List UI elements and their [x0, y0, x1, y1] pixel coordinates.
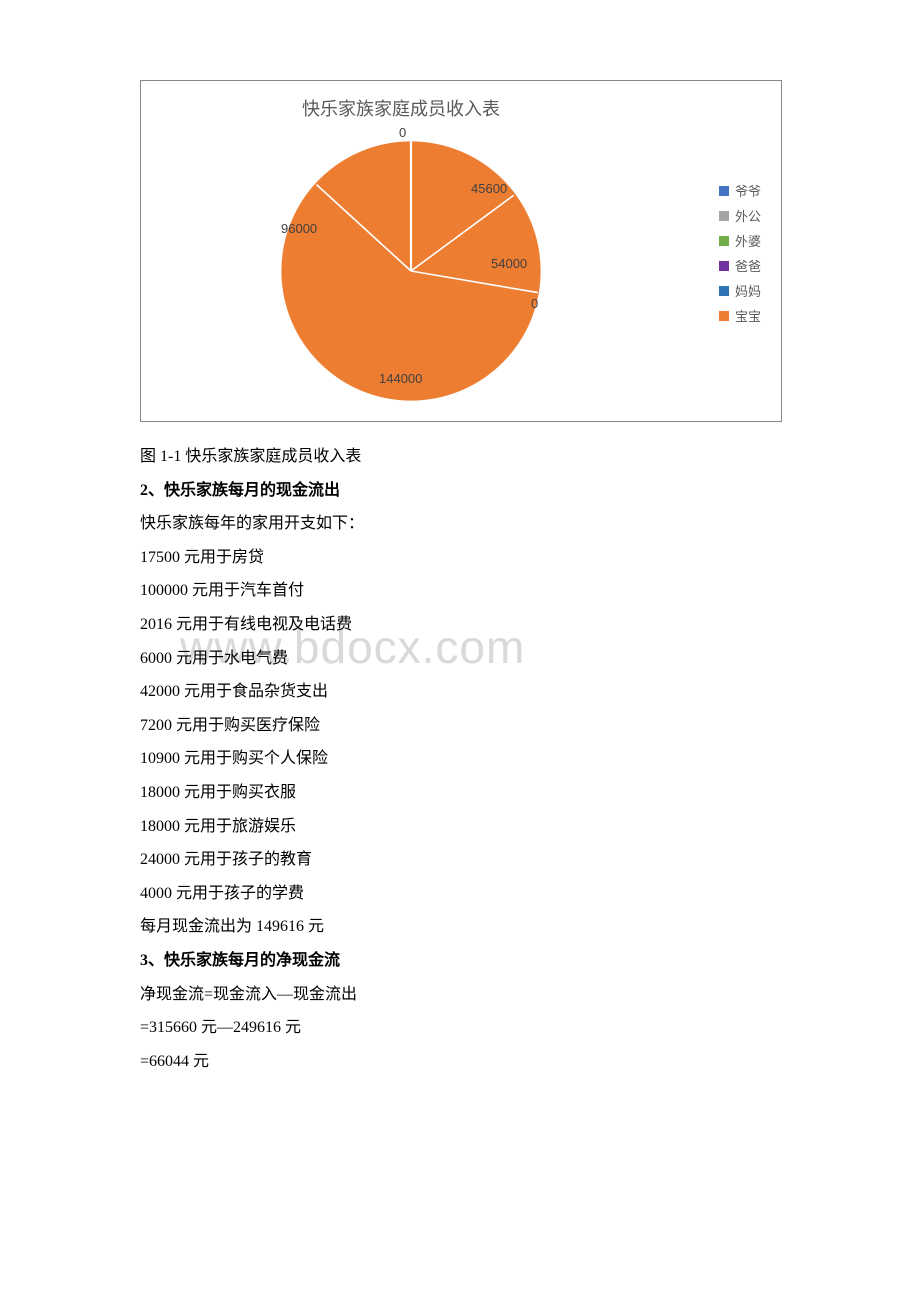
expense-item: 6000 元用于水电气费: [140, 642, 800, 676]
chart-title: 快乐家族家庭成员收入表: [141, 95, 661, 121]
expense-item: 4000 元用于孩子的学费: [140, 877, 800, 911]
calc-line: 净现金流=现金流入—现金流出: [140, 978, 800, 1012]
chart-legend: 爷爷 外公 外婆 爸爸 妈妈: [719, 181, 761, 331]
legend-swatch: [719, 286, 729, 296]
legend-swatch: [719, 186, 729, 196]
pie-chart-container: 快乐家族家庭成员收入表 0 45600 54000 0 144000 96000: [140, 80, 782, 422]
legend-label: 外婆: [735, 231, 761, 250]
legend-item: 外婆: [719, 231, 761, 250]
pie-label-5: 96000: [281, 221, 317, 236]
expense-item: 2016 元用于有线电视及电话费: [140, 608, 800, 642]
legend-swatch: [719, 311, 729, 321]
expense-item: 7200 元用于购买医疗保险: [140, 709, 800, 743]
chart-caption: 图 1-1 快乐家族家庭成员收入表: [140, 440, 800, 474]
expense-item: 17500 元用于房贷: [140, 541, 800, 575]
legend-label: 妈妈: [735, 281, 761, 300]
section-3-heading: 3、快乐家族每月的净现金流: [140, 944, 800, 978]
pie-label-0: 0: [399, 125, 406, 140]
legend-label: 爸爸: [735, 256, 761, 275]
calc-line: =315660 元—249616 元: [140, 1011, 800, 1045]
legend-swatch: [719, 211, 729, 221]
legend-label: 爷爷: [735, 181, 761, 200]
section-2-heading: 2、快乐家族每月的现金流出: [140, 474, 800, 508]
legend-swatch: [719, 236, 729, 246]
expense-item: 18000 元用于购买衣服: [140, 776, 800, 810]
section-2-intro: 快乐家族每年的家用开支如下：: [140, 507, 800, 541]
pie-label-4: 144000: [379, 371, 422, 386]
expense-item: 18000 元用于旅游娱乐: [140, 810, 800, 844]
pie-label-2: 54000: [491, 256, 527, 271]
legend-item: 宝宝: [719, 306, 761, 325]
legend-label: 外公: [735, 206, 761, 225]
legend-item: 爸爸: [719, 256, 761, 275]
expense-item: 42000 元用于食品杂货支出: [140, 675, 800, 709]
pie-label-1: 45600: [471, 181, 507, 196]
calc-line: =66044 元: [140, 1045, 800, 1079]
legend-item: 爷爷: [719, 181, 761, 200]
pie-chart: [276, 136, 546, 406]
legend-item: 妈妈: [719, 281, 761, 300]
expense-item: 24000 元用于孩子的教育: [140, 843, 800, 877]
legend-label: 宝宝: [735, 306, 761, 325]
legend-swatch: [719, 261, 729, 271]
section-2-summary: 每月现金流出为 149616 元: [140, 910, 800, 944]
pie-label-3: 0: [531, 296, 538, 311]
expense-item: 100000 元用于汽车首付: [140, 574, 800, 608]
legend-item: 外公: [719, 206, 761, 225]
expense-item: 10900 元用于购买个人保险: [140, 742, 800, 776]
